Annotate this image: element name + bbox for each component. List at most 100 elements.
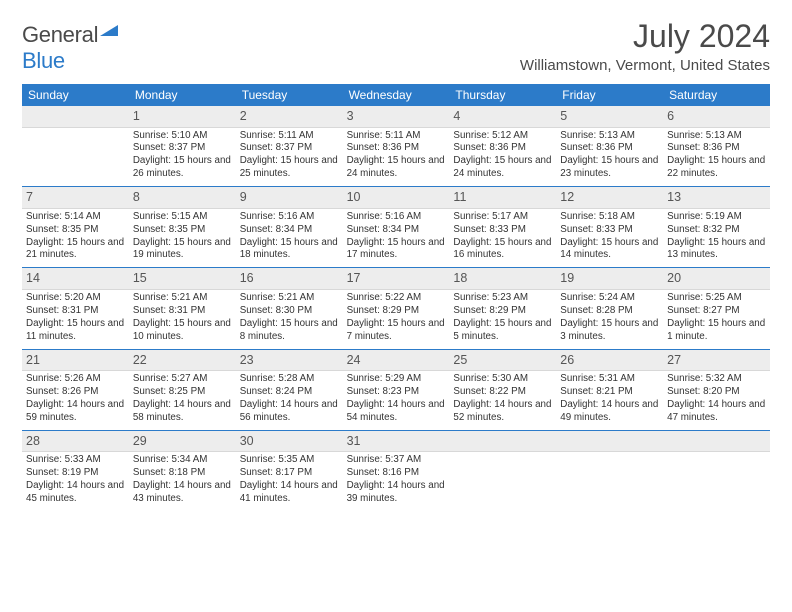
day-detail-line: Sunset: 8:30 PM (240, 305, 339, 318)
day-cell (449, 431, 556, 511)
day-detail-line: Sunset: 8:19 PM (26, 467, 125, 480)
day-number: 16 (236, 268, 343, 290)
day-detail-line: Daylight: 15 hours and 16 minutes. (453, 237, 552, 263)
day-cell: 29Sunrise: 5:34 AMSunset: 8:18 PMDayligh… (129, 431, 236, 511)
day-detail-line: Sunrise: 5:24 AM (560, 292, 659, 305)
day-cell: 6Sunrise: 5:13 AMSunset: 8:36 PMDaylight… (663, 106, 770, 186)
day-detail-line: Sunset: 8:37 PM (240, 142, 339, 155)
day-detail-line: Daylight: 15 hours and 13 minutes. (667, 237, 766, 263)
day-cell: 28Sunrise: 5:33 AMSunset: 8:19 PMDayligh… (22, 431, 129, 511)
day-detail-line: Sunrise: 5:12 AM (453, 130, 552, 143)
day-detail-line: Sunrise: 5:35 AM (240, 454, 339, 467)
day-detail-line: Sunrise: 5:29 AM (347, 373, 446, 386)
day-detail-line: Daylight: 15 hours and 8 minutes. (240, 318, 339, 344)
day-detail-line: Sunset: 8:33 PM (560, 224, 659, 237)
day-detail-line: Sunset: 8:17 PM (240, 467, 339, 480)
day-detail-line: Sunset: 8:36 PM (453, 142, 552, 155)
day-detail-line: Sunrise: 5:34 AM (133, 454, 232, 467)
day-cell: 12Sunrise: 5:18 AMSunset: 8:33 PMDayligh… (556, 187, 663, 267)
week-row: 1Sunrise: 5:10 AMSunset: 8:37 PMDaylight… (22, 106, 770, 186)
day-detail-line: Daylight: 14 hours and 45 minutes. (26, 480, 125, 506)
day-number (449, 431, 556, 453)
day-number (663, 431, 770, 453)
day-number: 11 (449, 187, 556, 209)
day-cell: 31Sunrise: 5:37 AMSunset: 8:16 PMDayligh… (343, 431, 450, 511)
day-detail-line: Daylight: 15 hours and 5 minutes. (453, 318, 552, 344)
day-detail-line: Sunset: 8:36 PM (347, 142, 446, 155)
day-detail-line: Daylight: 14 hours and 54 minutes. (347, 399, 446, 425)
page-header: General Blue July 2024 Williamstown, Ver… (22, 18, 770, 74)
day-detail-line: Sunset: 8:26 PM (26, 386, 125, 399)
location-text: Williamstown, Vermont, United States (520, 57, 770, 74)
day-cell: 1Sunrise: 5:10 AMSunset: 8:37 PMDaylight… (129, 106, 236, 186)
day-detail-line: Sunrise: 5:32 AM (667, 373, 766, 386)
day-number: 7 (22, 187, 129, 209)
day-detail-line: Daylight: 15 hours and 25 minutes. (240, 155, 339, 181)
day-cell: 13Sunrise: 5:19 AMSunset: 8:32 PMDayligh… (663, 187, 770, 267)
day-detail-line: Sunrise: 5:21 AM (240, 292, 339, 305)
day-detail-line: Daylight: 14 hours and 41 minutes. (240, 480, 339, 506)
weekday-header: Wednesday (343, 85, 450, 106)
day-number: 26 (556, 350, 663, 372)
day-detail-line: Sunrise: 5:26 AM (26, 373, 125, 386)
day-detail-line: Sunset: 8:18 PM (133, 467, 232, 480)
brand-word2: Blue (22, 48, 65, 73)
day-number: 12 (556, 187, 663, 209)
day-detail-line: Sunset: 8:36 PM (560, 142, 659, 155)
day-detail-line: Daylight: 14 hours and 59 minutes. (26, 399, 125, 425)
day-detail-line: Sunrise: 5:11 AM (240, 130, 339, 143)
day-number: 30 (236, 431, 343, 453)
day-cell: 21Sunrise: 5:26 AMSunset: 8:26 PMDayligh… (22, 350, 129, 430)
day-number: 3 (343, 106, 450, 128)
day-detail-line: Daylight: 14 hours and 39 minutes. (347, 480, 446, 506)
day-number: 31 (343, 431, 450, 453)
day-detail-line: Sunset: 8:34 PM (240, 224, 339, 237)
day-detail-line: Sunrise: 5:25 AM (667, 292, 766, 305)
weeks-container: 1Sunrise: 5:10 AMSunset: 8:37 PMDaylight… (22, 106, 770, 511)
day-detail-line: Sunrise: 5:31 AM (560, 373, 659, 386)
calendar-page: General Blue July 2024 Williamstown, Ver… (0, 0, 792, 511)
day-cell: 16 Sunrise: 5:21 AMSunset: 8:30 PMDayligh… (236, 268, 343, 348)
day-cell: 5Sunrise: 5:13 AMSunset: 8:36 PMDaylight… (556, 106, 663, 186)
day-detail-line: Sunrise: 5:17 AM (453, 211, 552, 224)
day-number: 19 (556, 268, 663, 290)
day-detail-line: Sunrise: 5:23 AM (453, 292, 552, 305)
day-cell: 10Sunrise: 5:16 AMSunset: 8:34 PMDayligh… (343, 187, 450, 267)
day-detail-line: Sunrise: 5:20 AM (26, 292, 125, 305)
week-row: 7Sunrise: 5:14 AMSunset: 8:35 PMDaylight… (22, 187, 770, 267)
day-detail-line: Daylight: 14 hours and 58 minutes. (133, 399, 232, 425)
day-number: 8 (129, 187, 236, 209)
day-number: 2 (236, 106, 343, 128)
day-cell: 24Sunrise: 5:29 AMSunset: 8:23 PMDayligh… (343, 350, 450, 430)
day-detail-line: Sunrise: 5:37 AM (347, 454, 446, 467)
day-detail-line: Sunset: 8:31 PM (133, 305, 232, 318)
day-detail-line: Sunrise: 5:30 AM (453, 373, 552, 386)
day-number: 24 (343, 350, 450, 372)
day-cell: 8Sunrise: 5:15 AMSunset: 8:35 PMDaylight… (129, 187, 236, 267)
day-number: 10 (343, 187, 450, 209)
day-detail-line: Sunrise: 5:18 AM (560, 211, 659, 224)
day-cell: 9Sunrise: 5:16 AMSunset: 8:34 PMDaylight… (236, 187, 343, 267)
day-detail-line: Sunset: 8:24 PM (240, 386, 339, 399)
day-detail-line: Daylight: 14 hours and 56 minutes. (240, 399, 339, 425)
day-cell: 11 Sunrise: 5:17 AMSunset: 8:33 PMDayligh… (449, 187, 556, 267)
day-detail-line: Sunset: 8:33 PM (453, 224, 552, 237)
day-detail-line: Daylight: 14 hours and 43 minutes. (133, 480, 232, 506)
day-cell: 26Sunrise: 5:31 AMSunset: 8:21 PMDayligh… (556, 350, 663, 430)
day-detail-line: Sunset: 8:32 PM (667, 224, 766, 237)
day-detail-line: Sunset: 8:35 PM (26, 224, 125, 237)
day-cell: 30Sunrise: 5:35 AMSunset: 8:17 PMDayligh… (236, 431, 343, 511)
day-detail-line: Sunset: 8:28 PM (560, 305, 659, 318)
day-cell: 2 Sunrise: 5:11 AMSunset: 8:37 PMDaylight… (236, 106, 343, 186)
day-detail-line: Daylight: 15 hours and 24 minutes. (453, 155, 552, 181)
day-number: 17 (343, 268, 450, 290)
day-detail-line: Sunrise: 5:13 AM (667, 130, 766, 143)
brand-text: General Blue (22, 22, 118, 74)
day-detail-line: Sunrise: 5:16 AM (240, 211, 339, 224)
day-detail-line: Sunset: 8:21 PM (560, 386, 659, 399)
day-detail-line: Sunset: 8:29 PM (347, 305, 446, 318)
day-number: 14 (22, 268, 129, 290)
day-number: 28 (22, 431, 129, 453)
day-cell: 3Sunrise: 5:11 AMSunset: 8:36 PMDaylight… (343, 106, 450, 186)
weekday-header: Friday (556, 85, 663, 106)
